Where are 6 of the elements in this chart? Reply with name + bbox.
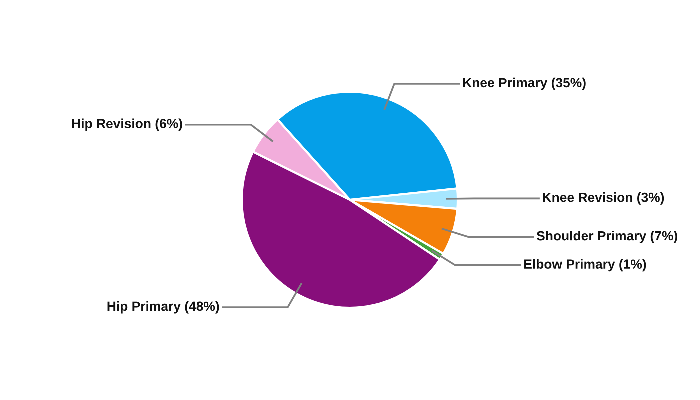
slice-label: Shoulder Primary (7%) <box>536 231 678 244</box>
slice-label: Knee Primary (35%) <box>463 78 586 90</box>
slice-label: Hip Primary (48%) <box>108 301 220 314</box>
slice-label: Knee Revision (3%) <box>543 192 664 205</box>
slice-label: Elbow Primary (1%) <box>524 259 646 272</box>
slice-label: Hip Revision (6%) <box>72 118 182 132</box>
